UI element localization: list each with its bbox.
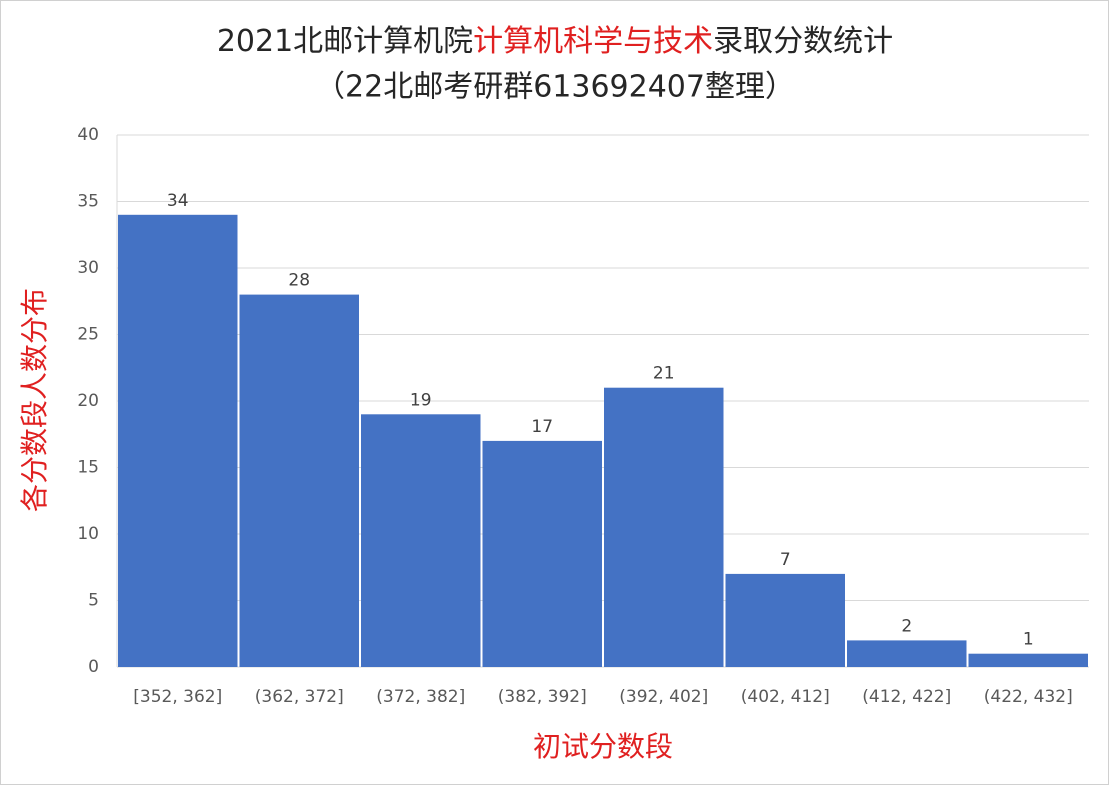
x-tick-label: (362, 372] [255, 687, 344, 707]
value-label: 2 [901, 616, 912, 636]
chart-title: 2021北邮计算机院计算机科学与技术录取分数统计 [217, 24, 893, 59]
bar [968, 653, 1088, 667]
y-tick-label: 40 [77, 125, 99, 145]
title-part: 录取分数统计 [713, 24, 893, 59]
y-axis-title: 各分数段人数分布 [18, 288, 51, 512]
y-tick-label: 25 [77, 325, 99, 345]
bar [604, 387, 724, 667]
bar [482, 440, 602, 667]
bar [239, 294, 359, 667]
value-label: 7 [780, 550, 791, 570]
y-tick-label: 35 [77, 192, 99, 212]
x-tick-label: (392, 402] [619, 687, 708, 707]
title-part: 2021北邮计算机院 [217, 24, 473, 59]
y-tick-label: 30 [77, 258, 99, 278]
x-axis-title: 初试分数段 [533, 730, 673, 763]
y-tick-label: 15 [77, 458, 99, 478]
bar [361, 414, 481, 667]
y-tick-label: 5 [88, 591, 99, 611]
bar [118, 214, 238, 668]
value-label: 19 [410, 390, 432, 410]
x-tick-label: (402, 412] [741, 687, 830, 707]
value-label: 1 [1023, 630, 1034, 650]
value-label: 28 [288, 271, 310, 291]
y-tick-label: 10 [77, 524, 99, 544]
x-tick-label: (412, 422] [862, 687, 951, 707]
x-tick-label: (382, 392] [498, 687, 587, 707]
x-tick-label: (372, 382] [376, 687, 465, 707]
x-tick-label: [352, 362] [133, 687, 222, 707]
bar [847, 640, 967, 667]
title-part: 计算机科学与技术 [473, 24, 713, 59]
value-label: 21 [653, 364, 675, 384]
bar [725, 573, 845, 667]
chart-subtitle: （22北邮考研群613692407整理） [315, 70, 795, 105]
y-tick-label: 20 [77, 391, 99, 411]
value-label: 17 [531, 417, 553, 437]
value-label: 34 [167, 191, 189, 211]
x-tick-label: (422, 432] [984, 687, 1073, 707]
y-tick-label: 0 [88, 657, 99, 677]
